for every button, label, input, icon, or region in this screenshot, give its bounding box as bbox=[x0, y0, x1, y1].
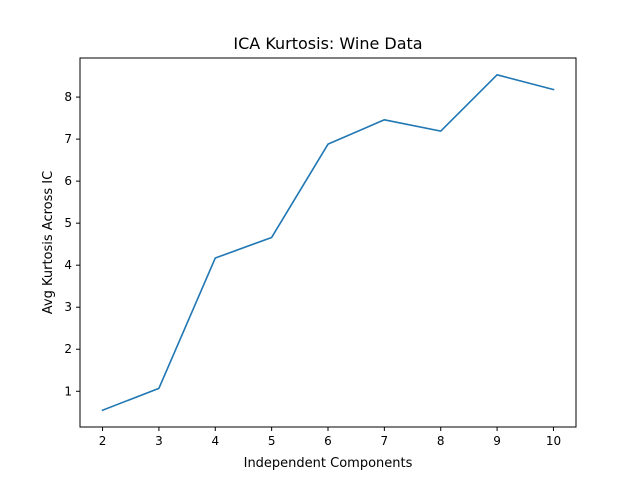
x-axis-ticks: 2 3 4 5 6 7 8 9 10 bbox=[99, 427, 561, 448]
x-tick-label: 6 bbox=[324, 434, 332, 448]
x-tick-label: 4 bbox=[211, 434, 219, 448]
x-tick-label: 8 bbox=[437, 434, 445, 448]
y-tick-label: 4 bbox=[64, 258, 72, 272]
x-axis-label: Independent Components bbox=[244, 456, 413, 471]
y-tick-label: 8 bbox=[64, 90, 72, 104]
chart-title: ICA Kurtosis: Wine Data bbox=[233, 34, 422, 53]
x-tick-label: 2 bbox=[99, 434, 107, 448]
y-axis-label: Avg Kurtosis Across IC bbox=[41, 171, 56, 314]
y-tick-label: 1 bbox=[64, 384, 72, 398]
y-tick-label: 7 bbox=[64, 132, 72, 146]
data-series bbox=[101, 74, 555, 412]
plot-area-frame bbox=[79, 57, 577, 428]
series-line bbox=[101, 74, 555, 412]
x-tick-label: 5 bbox=[268, 434, 276, 448]
x-tick-label: 10 bbox=[546, 434, 561, 448]
x-tick-label: 3 bbox=[155, 434, 163, 448]
y-tick-label: 6 bbox=[64, 174, 72, 188]
y-axis-ticks: 1 2 3 4 5 6 7 8 bbox=[64, 90, 80, 398]
y-tick-label: 3 bbox=[64, 300, 72, 314]
x-tick-label: 7 bbox=[381, 434, 389, 448]
y-tick-label: 2 bbox=[64, 342, 72, 356]
y-tick-label: 5 bbox=[64, 216, 72, 230]
x-tick-label: 9 bbox=[493, 434, 501, 448]
